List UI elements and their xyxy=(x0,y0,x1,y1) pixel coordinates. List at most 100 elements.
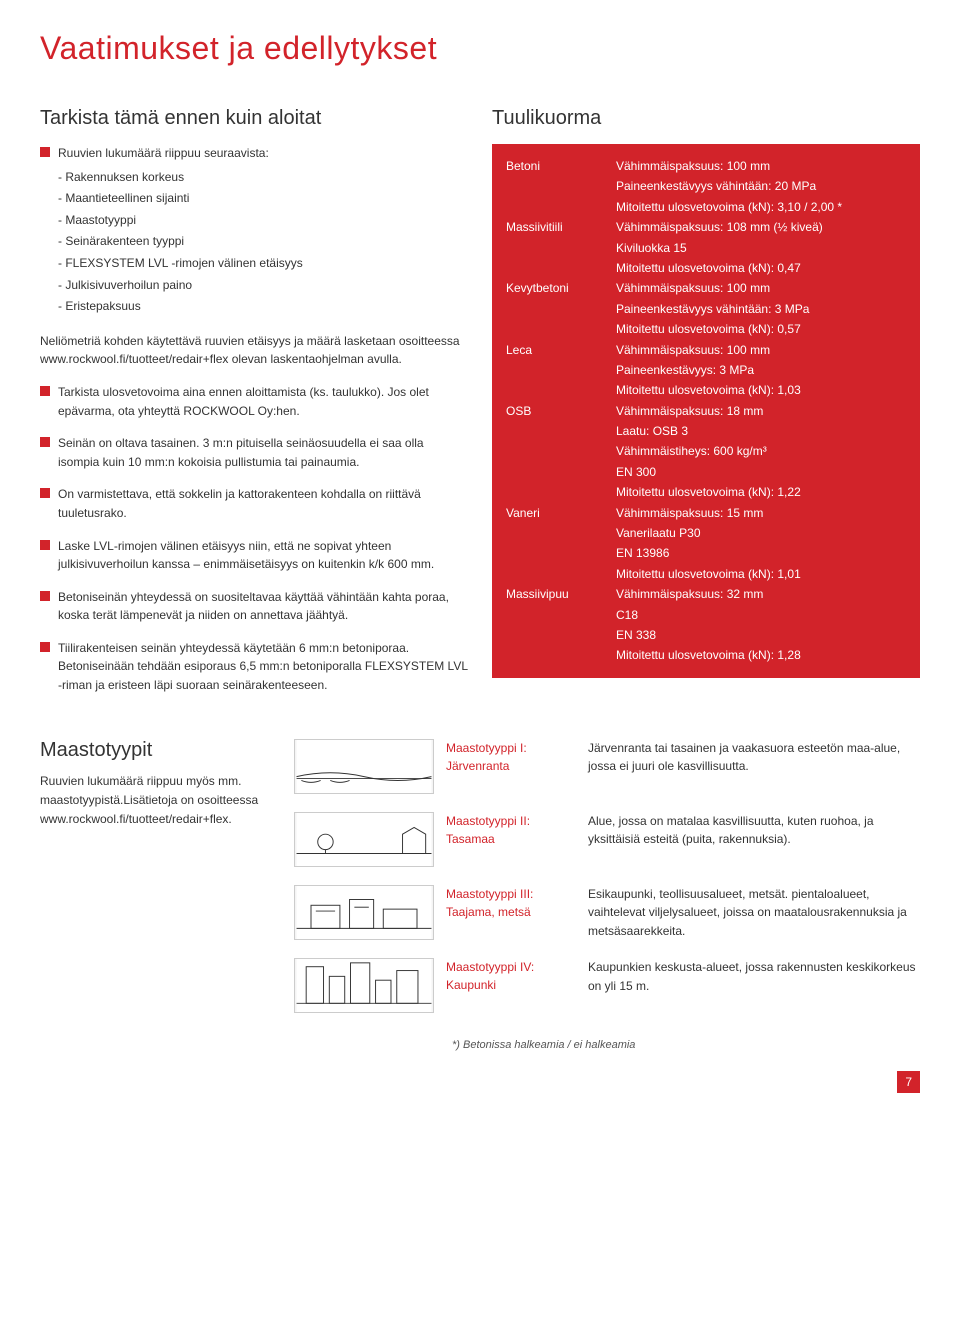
wind-row-values: Vähimmäispaksuus: 108 mm (½ kiveä)Kivilu… xyxy=(616,217,906,278)
wind-row-values: Vähimmäispaksuus: 32 mmC18EN 338Mitoitet… xyxy=(616,584,906,666)
terrain-label: Maastotyyppi IV: Kaupunki xyxy=(446,958,576,994)
wind-value: Vähimmäispaksuus: 100 mm xyxy=(616,340,906,360)
wind-row-label: OSB xyxy=(506,401,616,503)
terrain-row: Maastotyyppi I: Järvenranta Järvenranta t… xyxy=(294,739,920,794)
sub-item: - Rakennuksen korkeus xyxy=(58,167,303,189)
b2-text: Tarkista ulosvetovoima aina ennen aloitt… xyxy=(58,383,468,420)
wind-value: Laatu: OSB 3 xyxy=(616,421,906,441)
wind-value: Kiviluokka 15 xyxy=(616,238,906,258)
b6-text: Betoniseinän yhteydessä on suositeltavaa… xyxy=(58,588,468,625)
wind-value: Vähimmäispaksuus: 100 mm xyxy=(616,156,906,176)
terrain-rows: Maastotyyppi I: Järvenranta Järvenranta t… xyxy=(294,739,920,1032)
b5-text: Laske LVL-rimojen välinen etäisyys niin,… xyxy=(58,537,468,574)
bullet-icon xyxy=(40,540,50,550)
wind-row-values: Vähimmäispaksuus: 100 mmPaineenkestävyys… xyxy=(616,278,906,339)
wind-row: MassiivitiiliVähimmäispaksuus: 108 mm (½… xyxy=(506,217,906,278)
wind-value: Vähimmäispaksuus: 100 mm xyxy=(616,278,906,298)
bullet-5: Laske LVL-rimojen välinen etäisyys niin,… xyxy=(40,537,468,574)
wind-row: LecaVähimmäispaksuus: 100 mmPaineenkestä… xyxy=(506,340,906,401)
terrain-intro: Ruuvien lukumäärä riippuu myös mm. maast… xyxy=(40,772,270,830)
wind-value: Mitoitettu ulosvetovoima (kN): 1,01 xyxy=(616,564,906,584)
wind-row: MassiivipuuVähimmäispaksuus: 32 mmC18EN … xyxy=(506,584,906,666)
wind-row-label: Kevytbetoni xyxy=(506,278,616,339)
b7-text: Tiilirakenteisen seinän yhteydessä käyte… xyxy=(58,639,468,695)
wind-value: Paineenkestävyys: 3 MPa xyxy=(616,360,906,380)
terrain-row: Maastotyyppi II: Tasamaa Alue, jossa on m… xyxy=(294,812,920,867)
wind-value: Vähimmäispaksuus: 108 mm (½ kiveä) xyxy=(616,217,906,237)
b1-intro: Ruuvien lukumäärä riippuu seuraavista: xyxy=(58,146,269,160)
bullet-icon xyxy=(40,437,50,447)
wind-row: BetoniVähimmäispaksuus: 100 mmPaineenkes… xyxy=(506,156,906,217)
terrain-illustration xyxy=(294,958,434,1013)
wind-value: Mitoitettu ulosvetovoima (kN): 1,03 xyxy=(616,380,906,400)
page-title: Vaatimukset ja edellytykset xyxy=(40,30,920,67)
b3-text: Seinän on oltava tasainen. 3 m:n pituise… xyxy=(58,434,468,471)
bullet-7: Tiilirakenteisen seinän yhteydessä käyte… xyxy=(40,639,468,695)
terrain-label: Maastotyyppi I: Järvenranta xyxy=(446,739,576,775)
wind-value: C18 xyxy=(616,605,906,625)
bullet-icon xyxy=(40,488,50,498)
terrain-row: Maastotyyppi III: Taajama, metsä Esikaupu… xyxy=(294,885,920,941)
wind-value: EN 338 xyxy=(616,625,906,645)
bullet-icon xyxy=(40,591,50,601)
terrain-illustration xyxy=(294,885,434,940)
wind-value: Vähimmäistiheys: 600 kg/m³ xyxy=(616,441,906,461)
left-column: Tarkista tämä ennen kuin aloitat Ruuvien… xyxy=(40,107,468,709)
wind-value: Vähimmäispaksuus: 15 mm xyxy=(616,503,906,523)
wind-value: EN 300 xyxy=(616,462,906,482)
wind-value: Mitoitettu ulosvetovoima (kN): 1,22 xyxy=(616,482,906,502)
wind-value: Vanerilaatu P30 xyxy=(616,523,906,543)
bullet-2: Tarkista ulosvetovoima aina ennen aloitt… xyxy=(40,383,468,420)
terrain-label: Maastotyyppi III: Taajama, metsä xyxy=(446,885,576,921)
bullet-3: Seinän on oltava tasainen. 3 m:n pituise… xyxy=(40,434,468,471)
wind-row: VaneriVähimmäispaksuus: 15 mmVanerilaatu… xyxy=(506,503,906,585)
wind-value: Vähimmäispaksuus: 18 mm xyxy=(616,401,906,421)
wind-row-label: Leca xyxy=(506,340,616,401)
left-heading: Tarkista tämä ennen kuin aloitat xyxy=(40,107,468,130)
wind-row-values: Vähimmäispaksuus: 15 mmVanerilaatu P30EN… xyxy=(616,503,906,585)
wind-row-label: Vaneri xyxy=(506,503,616,585)
terrain-intro-col: Maastotyypit Ruuvien lukumäärä riippuu m… xyxy=(40,739,270,1032)
terrain-desc: Alue, jossa on matalaa kasvillisuutta, k… xyxy=(588,812,920,849)
footnote: *) Betonissa halkeamia / ei halkeamia xyxy=(452,1039,920,1051)
wind-value: EN 13986 xyxy=(616,543,906,563)
terrain-desc: Järvenranta tai tasainen ja vaakasuora e… xyxy=(588,739,920,776)
wind-value: Mitoitettu ulosvetovoima (kN): 1,28 xyxy=(616,645,906,665)
wind-heading: Tuulikuorma xyxy=(492,107,920,130)
right-column: Tuulikuorma BetoniVähimmäispaksuus: 100 … xyxy=(492,107,920,709)
b1-subitems: - Rakennuksen korkeus- Maantieteellinen … xyxy=(58,167,303,318)
terrain-illustration xyxy=(294,812,434,867)
wind-row: OSBVähimmäispaksuus: 18 mmLaatu: OSB 3Vä… xyxy=(506,401,906,503)
wind-value: Paineenkestävyys vähintään: 20 MPa xyxy=(616,176,906,196)
sub-item: - Maastotyyppi xyxy=(58,210,303,232)
wind-row-label: Betoni xyxy=(506,156,616,217)
terrain-desc: Kaupunkien keskusta-alueet, jossa rakenn… xyxy=(588,958,920,995)
bullet-icon xyxy=(40,386,50,396)
page-number: 7 xyxy=(897,1071,920,1093)
bullet-icon xyxy=(40,642,50,652)
sub-item: - Eristepaksuus xyxy=(58,296,303,318)
wind-row-values: Vähimmäispaksuus: 18 mmLaatu: OSB 3Vähim… xyxy=(616,401,906,503)
b4-text: On varmistettava, että sokkelin ja katto… xyxy=(58,485,468,522)
terrain-illustration xyxy=(294,739,434,794)
wind-row-values: Vähimmäispaksuus: 100 mmPaineenkestävyys… xyxy=(616,156,906,217)
terrain-label: Maastotyyppi II: Tasamaa xyxy=(446,812,576,848)
wind-table: BetoniVähimmäispaksuus: 100 mmPaineenkes… xyxy=(492,144,920,678)
wind-value: Mitoitettu ulosvetovoima (kN): 0,47 xyxy=(616,258,906,278)
wind-row-values: Vähimmäispaksuus: 100 mmPaineenkestävyys… xyxy=(616,340,906,401)
sub-item: - Maantieteellinen sijainti xyxy=(58,188,303,210)
sub-item: - FLEXSYSTEM LVL -rimojen välinen etäisy… xyxy=(58,253,303,275)
para-1: Neliömetriä kohden käytettävä ruuvien et… xyxy=(40,332,468,369)
wind-row-label: Massiivipuu xyxy=(506,584,616,666)
wind-row-label: Massiivitiili xyxy=(506,217,616,278)
bullet-1: Ruuvien lukumäärä riippuu seuraavista: -… xyxy=(40,144,468,318)
bullet-6: Betoniseinän yhteydessä on suositeltavaa… xyxy=(40,588,468,625)
page-number-wrap: 7 xyxy=(40,1071,920,1093)
wind-value: Mitoitettu ulosvetovoima (kN): 3,10 / 2,… xyxy=(616,197,906,217)
bullet-icon xyxy=(40,147,50,157)
wind-value: Paineenkestävyys vähintään: 3 MPa xyxy=(616,299,906,319)
terrain-row: Maastotyyppi IV: Kaupunki Kaupunkien kesk… xyxy=(294,958,920,1013)
terrain-desc: Esikaupunki, teollisuusalueet, metsät. p… xyxy=(588,885,920,941)
terrain-heading: Maastotyypit xyxy=(40,739,270,762)
sub-item: - Julkisivuverhoilun paino xyxy=(58,275,303,297)
